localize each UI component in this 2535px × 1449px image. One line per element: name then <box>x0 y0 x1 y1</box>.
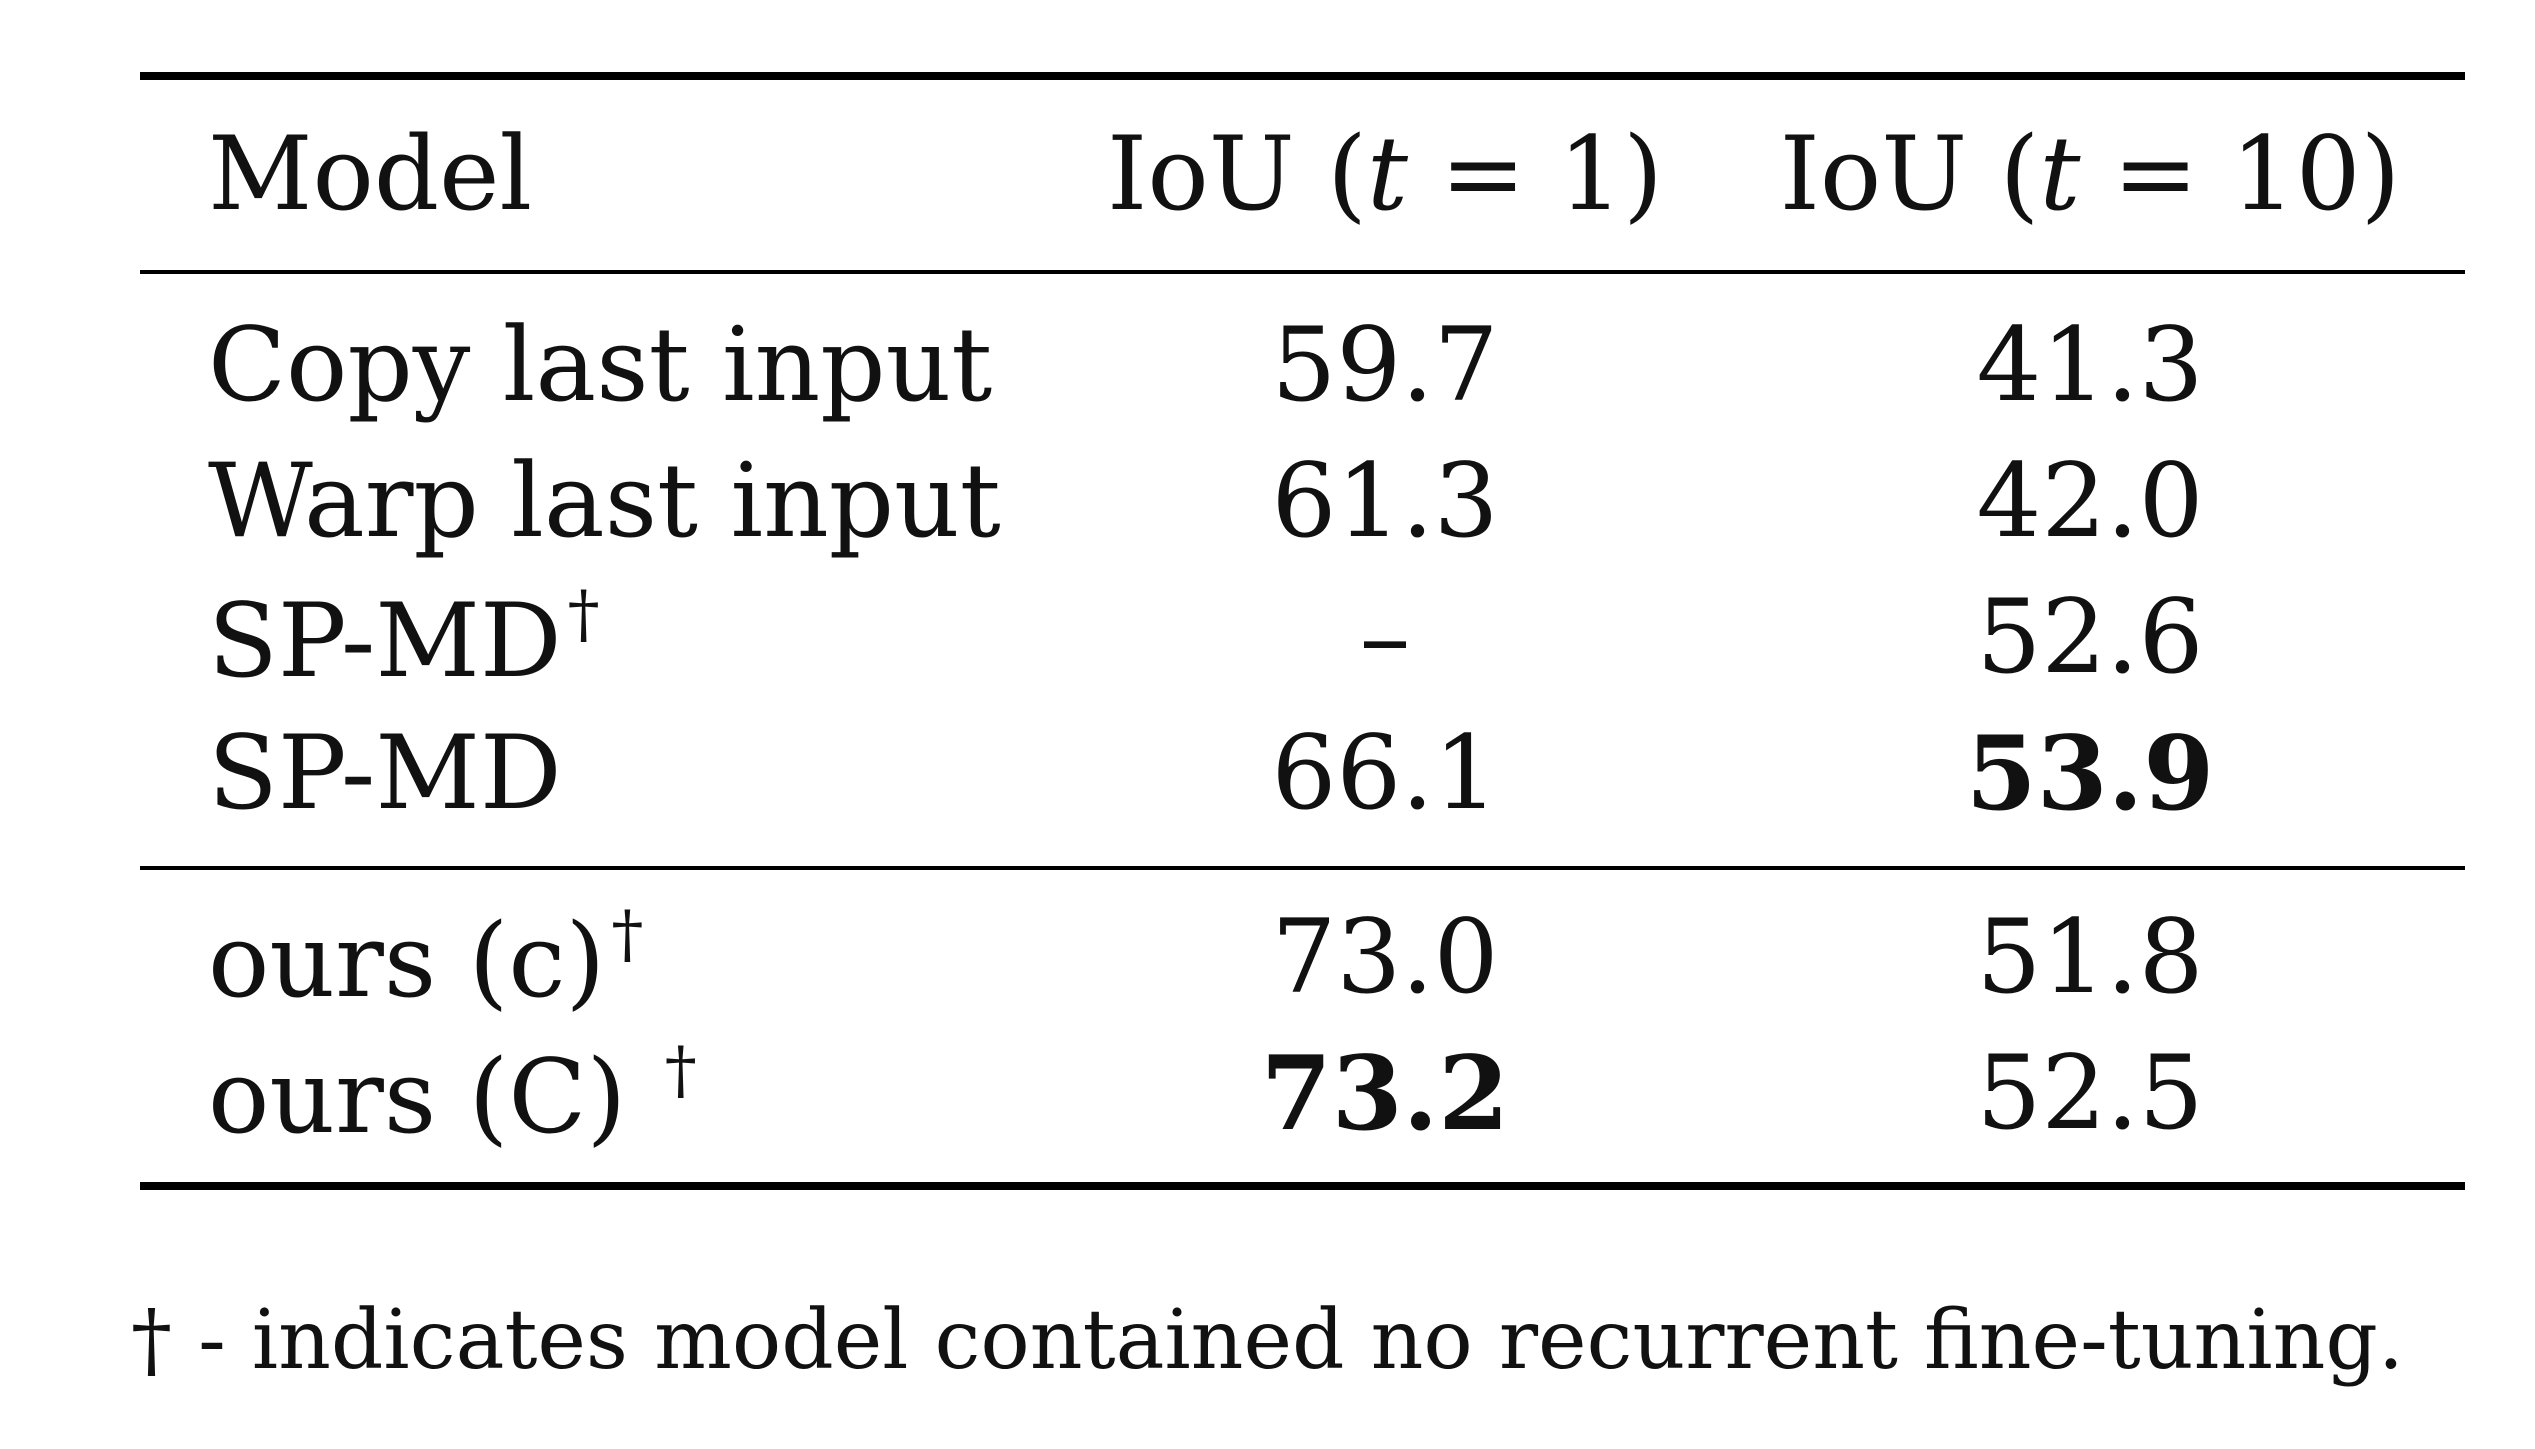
header-iou-t1-var: t <box>1366 115 1408 234</box>
header-rule <box>140 270 2465 274</box>
table-row: ours (C) † 73.2 52.5 <box>140 1026 2465 1162</box>
ours-group: ours (c)† 73.0 51.8 ours (C) † 73.2 52.5 <box>140 870 2465 1182</box>
header-iou-t10-suffix: = 10) <box>2080 115 2401 234</box>
cell-iou-t10: 53.9 <box>1965 714 2215 834</box>
cell-iou-t10: 42.0 <box>1976 442 2204 561</box>
cell-iou-t10: 52.5 <box>1976 1034 2204 1153</box>
cell-iou-t1: 59.7 <box>1271 306 1499 425</box>
cell-model: Copy last input <box>208 315 992 417</box>
cell-iou-t10: 41.3 <box>1976 306 2204 425</box>
dagger-mark: † <box>664 1034 697 1108</box>
header-model: Model <box>208 115 533 234</box>
header-iou-t10: IoU (t = 10) <box>1710 124 2470 226</box>
bottom-rule <box>140 1182 2465 1190</box>
header-iou-t10-var: t <box>2039 115 2081 234</box>
top-rule <box>140 72 2465 80</box>
cell-iou-t1: 66.1 <box>1271 714 1499 833</box>
cell-iou-t1: 61.3 <box>1271 442 1499 561</box>
cell-iou-t10: 52.6 <box>1976 578 2204 697</box>
group-rule <box>140 866 2465 870</box>
cell-iou-t1: 73.2 <box>1260 1034 1510 1154</box>
table-row: Warp last input 61.3 42.0 <box>140 434 2465 570</box>
cell-model: ours (C) † <box>208 1039 697 1149</box>
cell-iou-t1: 73.0 <box>1271 898 1499 1017</box>
cell-model-text: SP-MD <box>208 714 562 833</box>
table-row: ours (c)† 73.0 51.8 <box>140 890 2465 1026</box>
cell-model: SP-MD <box>208 723 562 825</box>
header-iou-t1: IoU (t = 1) <box>1005 124 1765 226</box>
cell-model-text: SP-MD <box>208 582 562 701</box>
cell-model-text: ours (c) <box>208 902 606 1021</box>
cell-model-text: ours (C) <box>208 1038 659 1157</box>
results-table: Model IoU (t = 1) IoU (t = 10) Copy last… <box>140 72 2465 1190</box>
header-iou-t1-suffix: = 1) <box>1407 115 1663 234</box>
cell-model: SP-MD† <box>208 583 600 693</box>
footnote: † - indicates model contained no recurre… <box>131 1293 2404 1388</box>
dagger-mark: † <box>567 578 600 652</box>
cell-model-text: Warp last input <box>208 442 1001 561</box>
cell-iou-t10: 51.8 <box>1976 898 2204 1017</box>
table-row: SP-MD 66.1 53.9 <box>140 706 2465 842</box>
header-row: Model IoU (t = 1) IoU (t = 10) <box>140 80 2465 270</box>
cell-model: ours (c)† <box>208 903 643 1013</box>
table-row: Copy last input 59.7 41.3 <box>140 298 2465 434</box>
cell-model: Warp last input <box>208 451 1001 553</box>
header-iou-t1-prefix: IoU ( <box>1107 115 1367 234</box>
header-iou-t10-prefix: IoU ( <box>1779 115 2040 234</box>
cell-iou-t1: – <box>1359 578 1411 697</box>
baseline-group: Copy last input 59.7 41.3 Warp last input 61… <box>140 274 2465 866</box>
cell-model-text: Copy last input <box>208 306 993 425</box>
table-row: SP-MD† – 52.6 <box>140 570 2465 706</box>
dagger-mark: † <box>611 898 644 972</box>
